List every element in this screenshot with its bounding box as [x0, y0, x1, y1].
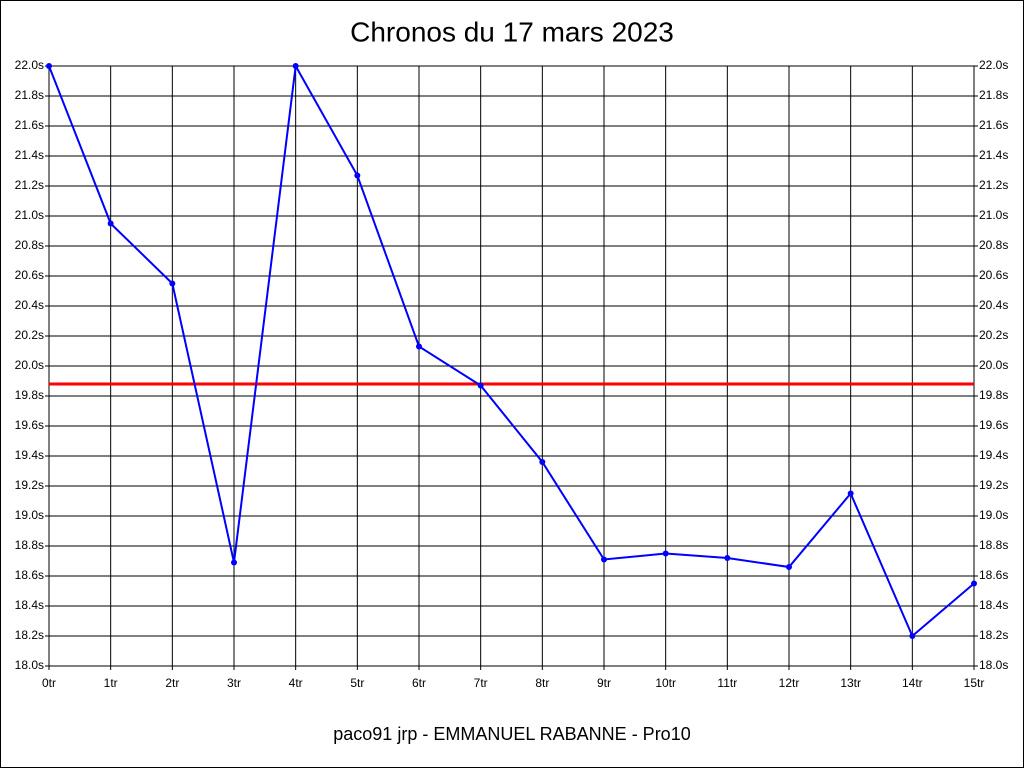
data-point: [231, 559, 237, 566]
y-tick-label: 21.4s: [15, 148, 44, 162]
y2-tick-label: 19.4s: [979, 448, 1008, 462]
x-tick-label: 8tr: [535, 676, 549, 690]
y-tick-label: 19.6s: [15, 418, 44, 432]
y2-tick-label: 18.4s: [979, 598, 1008, 612]
y-tick-label: 18.4s: [15, 598, 44, 612]
y2-tick-label: 19.6s: [979, 418, 1008, 432]
y2-tick-label: 19.8s: [979, 388, 1008, 402]
data-point: [354, 172, 361, 179]
data-point: [292, 63, 299, 69]
y2-tick-label: 18.0s: [979, 658, 1008, 672]
chart-title: Chronos du 17 mars 2023: [350, 16, 674, 47]
y-tick-label: 21.2s: [15, 178, 44, 192]
y2-tick-label: 20.2s: [979, 328, 1008, 342]
x-tick-label: 7tr: [474, 676, 488, 690]
x-tick-label: 11tr: [717, 676, 737, 690]
data-point: [539, 459, 546, 465]
data-point: [724, 555, 731, 561]
y-tick-label: 19.0s: [15, 508, 44, 522]
y-tick-label: 20.4s: [15, 298, 44, 312]
data-point: [477, 382, 484, 389]
y2-tick-label: 21.6s: [979, 118, 1008, 132]
data-point: [107, 220, 114, 227]
x-tick-label: 1tr: [104, 676, 118, 690]
y-tick-label: 18.0s: [15, 658, 44, 672]
x-tick-label: 9tr: [597, 676, 611, 690]
data-point: [46, 63, 52, 69]
y-tick-label: 21.6s: [15, 118, 44, 132]
data-point: [847, 490, 854, 497]
y2-tick-label: 18.2s: [979, 628, 1008, 642]
x-tick-label: 10tr: [655, 676, 676, 690]
y2-tick-label: 20.6s: [979, 268, 1008, 282]
y-tick-label: 20.2s: [15, 328, 44, 342]
y-tick-label: 20.6s: [15, 268, 44, 282]
y2-tick-label: 19.0s: [979, 508, 1008, 522]
y2-tick-label: 21.8s: [979, 88, 1008, 102]
data-point: [786, 564, 792, 570]
y2-tick-label: 22.0s: [979, 58, 1008, 72]
y2-tick-label: 20.8s: [979, 238, 1008, 252]
data-point: [909, 633, 916, 639]
x-tick-label: 13tr: [840, 676, 861, 690]
series-line: [48, 62, 975, 638]
y2-tick-label: 20.0s: [979, 358, 1008, 372]
y-tick-label: 19.8s: [15, 388, 44, 402]
y-tick-label: 22.0s: [15, 58, 44, 72]
y-tick-label: 18.2s: [15, 628, 44, 642]
footer: paco91 jrp - EMMANUEL RABANNE - Pro10: [333, 724, 690, 744]
y2-tick-label: 18.6s: [979, 568, 1008, 582]
y-tick-label: 18.6s: [15, 568, 44, 582]
x-tick-label: 2tr: [165, 676, 179, 690]
plot-border: [48, 65, 975, 667]
x-tick-label: 4tr: [289, 676, 303, 690]
x-tick-label: 6tr: [412, 676, 426, 690]
y2-tick-label: 20.4s: [979, 298, 1008, 312]
y2-tick-label: 21.2s: [979, 178, 1008, 192]
x-tick-label: 14tr: [902, 676, 923, 690]
y2-tick-label: 19.2s: [979, 478, 1008, 492]
x-tick-label: 3tr: [227, 676, 241, 690]
x-tick-label: 0tr: [42, 676, 56, 690]
y2-tick-label: 18.8s: [979, 538, 1008, 552]
data-point: [971, 580, 977, 587]
y-tick-label: 19.2s: [15, 478, 44, 492]
y-tick-label: 21.8s: [15, 88, 44, 102]
y-tick-label: 19.4s: [15, 448, 44, 462]
y-tick-label: 18.8s: [15, 538, 44, 552]
data-point: [662, 550, 669, 557]
x-tick-label: 5tr: [350, 676, 364, 690]
y2-tick-label: 21.0s: [979, 208, 1008, 222]
y-tick-label: 20.0s: [15, 358, 44, 372]
y2-tick-label: 21.4s: [979, 148, 1008, 162]
data-point: [416, 343, 422, 350]
data-point: [169, 280, 176, 287]
y-tick-label: 21.0s: [15, 208, 44, 222]
x-tick-label: 15tr: [964, 676, 985, 690]
x-tick-label: 12tr: [779, 676, 800, 690]
y-tick-label: 20.8s: [15, 238, 44, 252]
data-point: [601, 556, 607, 563]
